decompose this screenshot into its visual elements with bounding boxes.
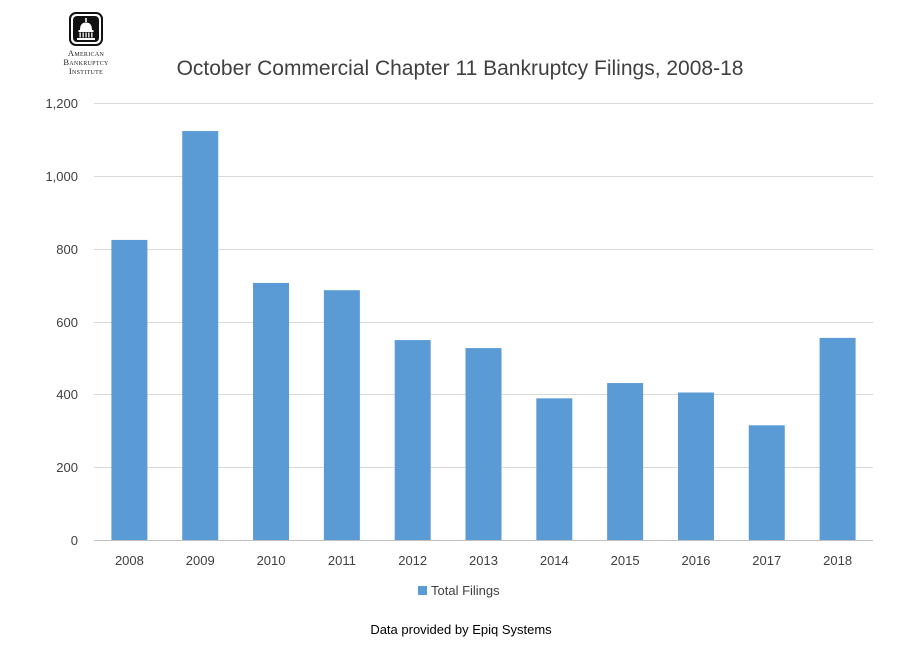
abi-logo: American Bankruptcy Institute [52,12,120,76]
legend-swatch [418,586,427,595]
bar [253,282,290,540]
x-tick-label: 2015 [611,553,640,568]
bar [182,131,219,540]
x-tick-label: 2008 [115,553,144,568]
y-tick-label: 0 [71,533,78,548]
legend-label: Total Filings [431,583,500,598]
y-tick-label: 1,000 [45,169,78,184]
y-tick-label: 1,200 [45,96,78,111]
y-axis-tick-labels: 0 200 400 600 800 1,000 1,200 [45,96,78,548]
x-tick-label: 2012 [398,553,427,568]
logo-text: American Bankruptcy Institute [52,49,120,76]
logo-line-3: Institute [68,66,104,76]
chart-title: October Commercial Chapter 11 Bankruptcy… [176,57,744,80]
logo-line-2: Bankruptcy [63,57,109,67]
y-tick-label: 400 [56,387,78,402]
bar [111,239,148,540]
bar [607,383,644,540]
y-tick-label: 200 [56,460,78,475]
x-tick-label: 2011 [328,553,356,568]
logo-line-1: American [67,48,105,58]
bars [111,131,856,540]
x-tick-label: 2013 [469,553,498,568]
x-tick-label: 2016 [681,553,710,568]
x-tick-label: 2009 [186,553,215,568]
bar [748,425,785,540]
bar [819,337,856,540]
x-tick-label: 2014 [540,553,569,568]
data-source-note: Data provided by Epiq Systems [370,622,552,637]
bar [536,398,573,540]
bar [677,392,714,540]
bar [323,290,360,540]
x-tick-label: 2018 [823,553,852,568]
bar [465,348,502,540]
x-axis-tick-labels: 2008 2009 2010 2011 2012 2013 2014 2015 2016 2017… [115,553,852,568]
y-tick-label: 800 [56,242,78,257]
x-tick-label: 2017 [752,553,781,568]
legend: Total Filings [418,583,500,598]
y-tick-label: 600 [56,315,78,330]
capitol-dome-icon [69,12,103,46]
x-tick-label: 2010 [257,553,286,568]
bar [394,340,431,540]
